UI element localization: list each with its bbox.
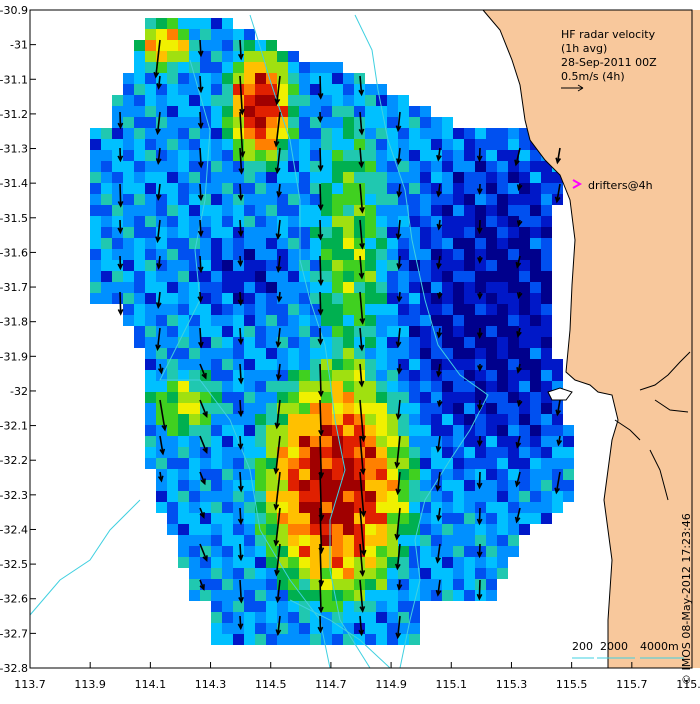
y-tick-label: -31.2 [0, 108, 28, 121]
y-tick-label: -31.4 [0, 177, 28, 190]
x-tick-label: 114.9 [375, 678, 407, 691]
y-tick-label: -31.7 [0, 281, 28, 294]
imos-credit: © IMOS 08-May-2012 17:23:46 [680, 513, 693, 685]
y-tick-label: -31 [10, 39, 28, 52]
y-tick-label: -31.3 [0, 143, 28, 156]
x-tick-label: 114.7 [315, 678, 347, 691]
y-tick-label: -30.9 [0, 4, 28, 17]
y-tick-label: -32.2 [0, 454, 28, 467]
x-tick-label: 113.9 [74, 678, 106, 691]
y-tick-label: -31.9 [0, 350, 28, 363]
x-tick-label: 113.7 [14, 678, 46, 691]
legend-speed: 0.5m/s (4h) [561, 70, 625, 83]
y-tick-label: -31.6 [0, 246, 28, 259]
x-tick-label: 115.3 [496, 678, 528, 691]
drifters-label: drifters@4h [588, 179, 653, 192]
x-tick-label: 114.3 [195, 678, 227, 691]
y-tick-label: -32.8 [0, 662, 28, 675]
y-tick-label: -31.8 [0, 316, 28, 329]
y-tick-label: -32 [10, 385, 28, 398]
y-tick-label: -32.1 [0, 420, 28, 433]
y-tick-label: -32.3 [0, 489, 28, 502]
x-tick-label: 114.5 [255, 678, 287, 691]
y-tick-label: -32.6 [0, 593, 28, 606]
x-tick-label: 114.1 [135, 678, 167, 691]
y-tick-label: -32.5 [0, 558, 28, 571]
y-tick-label: -31.1 [0, 73, 28, 86]
y-tick-label: -32.4 [0, 523, 28, 536]
isobath-200-label: 200 [572, 640, 593, 653]
isobath-4000-label: 4000m [640, 640, 679, 653]
legend-title: HF radar velocity [561, 28, 656, 41]
y-tick-label: -32.7 [0, 627, 28, 640]
legend-avg: (1h avg) [561, 42, 607, 55]
x-tick-label: 115.7 [616, 678, 648, 691]
isobath-2000-label: 2000 [600, 640, 628, 653]
x-tick-label: 115.5 [556, 678, 588, 691]
legend-date: 28-Sep-2011 00Z [561, 56, 657, 69]
y-tick-label: -31.5 [0, 212, 28, 225]
x-tick-label: 115.1 [436, 678, 468, 691]
